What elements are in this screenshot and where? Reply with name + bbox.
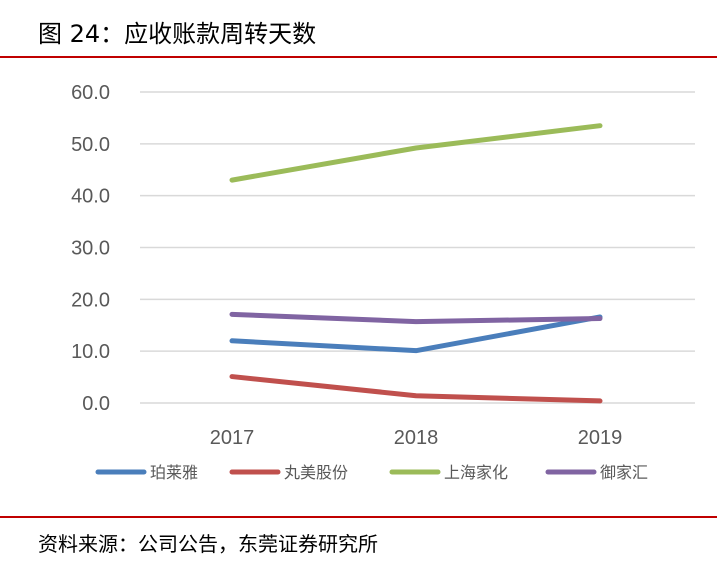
y-tick-label: 0.0 bbox=[82, 393, 110, 415]
chart-title: 图 24：应收账款周转天数 bbox=[38, 20, 317, 48]
y-tick-label: 20.0 bbox=[71, 289, 110, 311]
series-line-2 bbox=[229, 123, 603, 183]
legend-label: 丸美股份 bbox=[284, 463, 348, 482]
x-tick-label: 2019 bbox=[578, 427, 623, 449]
y-tick-label: 10.0 bbox=[71, 341, 110, 363]
series-line-3 bbox=[229, 311, 603, 325]
y-tick-label: 50.0 bbox=[71, 134, 110, 156]
x-tick-label: 2018 bbox=[394, 427, 439, 449]
y-tick-label: 30.0 bbox=[71, 238, 110, 260]
legend-label: 上海家化 bbox=[444, 463, 508, 482]
top-rule bbox=[0, 56, 717, 58]
y-tick-label: 60.0 bbox=[71, 82, 110, 104]
legend-label: 御家汇 bbox=[600, 463, 648, 482]
source-note: 资料来源：公司公告，东莞证券研究所 bbox=[38, 532, 378, 556]
x-tick-label: 2017 bbox=[210, 427, 255, 449]
y-tick-label: 40.0 bbox=[71, 186, 110, 208]
legend-label: 珀莱雅 bbox=[150, 463, 198, 482]
series-line-1 bbox=[229, 374, 603, 404]
bottom-rule bbox=[0, 516, 717, 518]
